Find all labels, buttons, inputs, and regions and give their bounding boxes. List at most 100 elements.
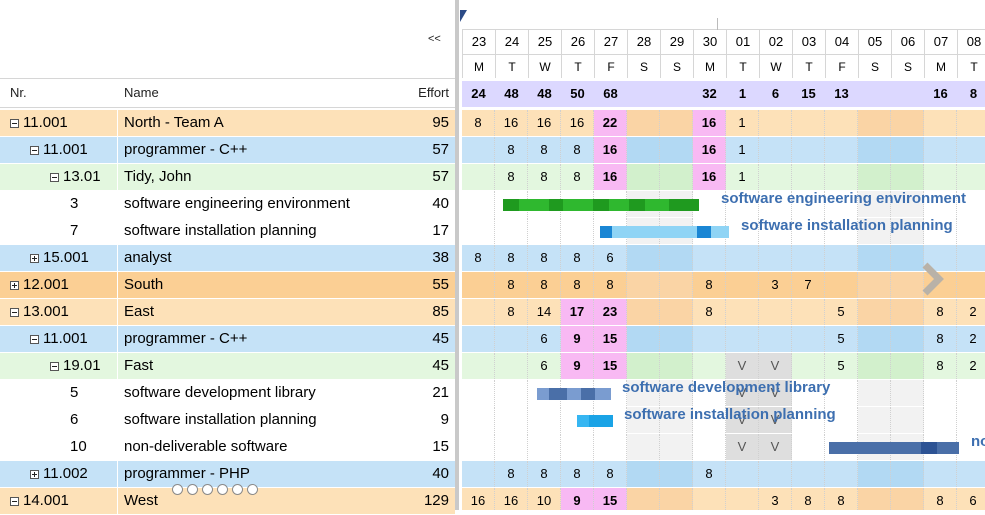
load-cell[interactable] [660, 137, 693, 163]
load-cell[interactable] [759, 218, 792, 244]
load-cell[interactable] [792, 380, 825, 406]
load-cell[interactable]: 8 [528, 245, 561, 271]
load-cell[interactable] [462, 434, 495, 460]
load-cell[interactable] [627, 164, 660, 190]
load-cell[interactable]: 8 [495, 164, 528, 190]
load-cell[interactable]: 8 [693, 299, 726, 325]
load-cell[interactable]: 8 [561, 164, 594, 190]
load-cell[interactable]: 16 [561, 110, 594, 136]
load-cell[interactable] [792, 353, 825, 379]
load-cell[interactable]: 15 [594, 353, 627, 379]
load-cell[interactable]: 8 [561, 272, 594, 298]
load-cell[interactable] [759, 164, 792, 190]
grid-row[interactable]: 3 software engineering environment 40 [0, 191, 455, 218]
load-cell[interactable]: 3 [759, 272, 792, 298]
day-header[interactable]: 07 [924, 30, 957, 54]
load-cell[interactable] [627, 461, 660, 487]
day-header[interactable]: 03 [792, 30, 825, 54]
load-cell[interactable]: 8 [924, 488, 957, 510]
load-cell[interactable] [462, 299, 495, 325]
day-header[interactable]: 23 [462, 30, 495, 54]
load-cell[interactable] [891, 461, 924, 487]
load-cell[interactable]: 9 [561, 488, 594, 510]
vacation-marker[interactable]: V [759, 353, 792, 379]
grid-row[interactable]: 5 software development library 21 [0, 380, 455, 407]
load-cell[interactable] [825, 218, 858, 244]
load-cell[interactable] [792, 326, 825, 352]
collapse-icon[interactable] [50, 362, 59, 371]
load-cell[interactable] [462, 191, 495, 217]
collapse-icon[interactable] [10, 119, 19, 128]
load-cell[interactable] [627, 272, 660, 298]
load-cell[interactable] [462, 326, 495, 352]
load-cell[interactable] [462, 218, 495, 244]
load-cell[interactable] [660, 380, 693, 406]
load-cell[interactable] [924, 218, 957, 244]
load-cell[interactable]: 16 [594, 164, 627, 190]
day-header[interactable]: 29 [660, 30, 693, 54]
load-cell[interactable]: 14 [528, 299, 561, 325]
load-cell[interactable] [825, 461, 858, 487]
load-cell[interactable] [891, 137, 924, 163]
load-cell[interactable] [858, 272, 891, 298]
load-cell[interactable]: 8 [594, 461, 627, 487]
load-cell[interactable] [462, 272, 495, 298]
load-cell[interactable] [792, 137, 825, 163]
load-cell[interactable] [726, 272, 759, 298]
load-cell[interactable] [726, 218, 759, 244]
load-cell[interactable] [858, 191, 891, 217]
load-cell[interactable]: 6 [957, 488, 985, 510]
load-cell[interactable] [660, 326, 693, 352]
load-cell[interactable] [957, 380, 985, 406]
load-cell[interactable] [825, 272, 858, 298]
load-cell[interactable] [891, 191, 924, 217]
load-cell[interactable] [891, 380, 924, 406]
load-cell[interactable] [660, 110, 693, 136]
day-header[interactable]: 01 [726, 30, 759, 54]
load-cell[interactable] [891, 164, 924, 190]
load-cell[interactable] [957, 218, 985, 244]
pager-dot[interactable] [247, 484, 258, 495]
load-cell[interactable] [924, 191, 957, 217]
collapse-grid-button[interactable]: << [428, 33, 441, 45]
load-cell[interactable] [660, 353, 693, 379]
load-cell[interactable]: 16 [693, 164, 726, 190]
day-header[interactable]: 06 [891, 30, 924, 54]
load-cell[interactable] [825, 110, 858, 136]
load-cell[interactable] [528, 407, 561, 433]
load-cell[interactable]: 8 [462, 110, 495, 136]
vacation-marker[interactable]: V [759, 380, 792, 406]
load-cell[interactable] [891, 407, 924, 433]
pager-dot[interactable] [232, 484, 243, 495]
expand-icon[interactable] [30, 470, 39, 479]
load-cell[interactable]: 8 [924, 353, 957, 379]
load-cell[interactable] [924, 110, 957, 136]
load-cell[interactable] [858, 380, 891, 406]
load-cell[interactable] [495, 407, 528, 433]
load-cell[interactable] [627, 110, 660, 136]
pager-dot[interactable] [187, 484, 198, 495]
collapse-icon[interactable] [30, 335, 39, 344]
grid-row[interactable]: 11.001 North - Team A 95 [0, 110, 455, 137]
day-header[interactable]: 02 [759, 30, 792, 54]
load-cell[interactable] [594, 434, 627, 460]
load-cell[interactable]: 16 [462, 488, 495, 510]
load-cell[interactable]: 8 [462, 245, 495, 271]
load-cell[interactable]: 9 [561, 326, 594, 352]
load-cell[interactable] [495, 380, 528, 406]
grid-row[interactable]: 7 software installation planning 17 [0, 218, 455, 245]
load-cell[interactable]: 16 [693, 110, 726, 136]
load-cell[interactable]: 5 [825, 326, 858, 352]
load-cell[interactable] [792, 218, 825, 244]
load-cell[interactable] [627, 353, 660, 379]
load-cell[interactable]: 6 [594, 245, 627, 271]
load-cell[interactable] [726, 191, 759, 217]
load-cell[interactable] [660, 299, 693, 325]
load-cell[interactable] [462, 380, 495, 406]
load-cell[interactable]: 1 [726, 110, 759, 136]
load-cell[interactable] [891, 110, 924, 136]
task-bar[interactable] [600, 226, 729, 238]
load-cell[interactable] [792, 245, 825, 271]
load-cell[interactable] [957, 461, 985, 487]
load-cell[interactable]: 16 [528, 110, 561, 136]
